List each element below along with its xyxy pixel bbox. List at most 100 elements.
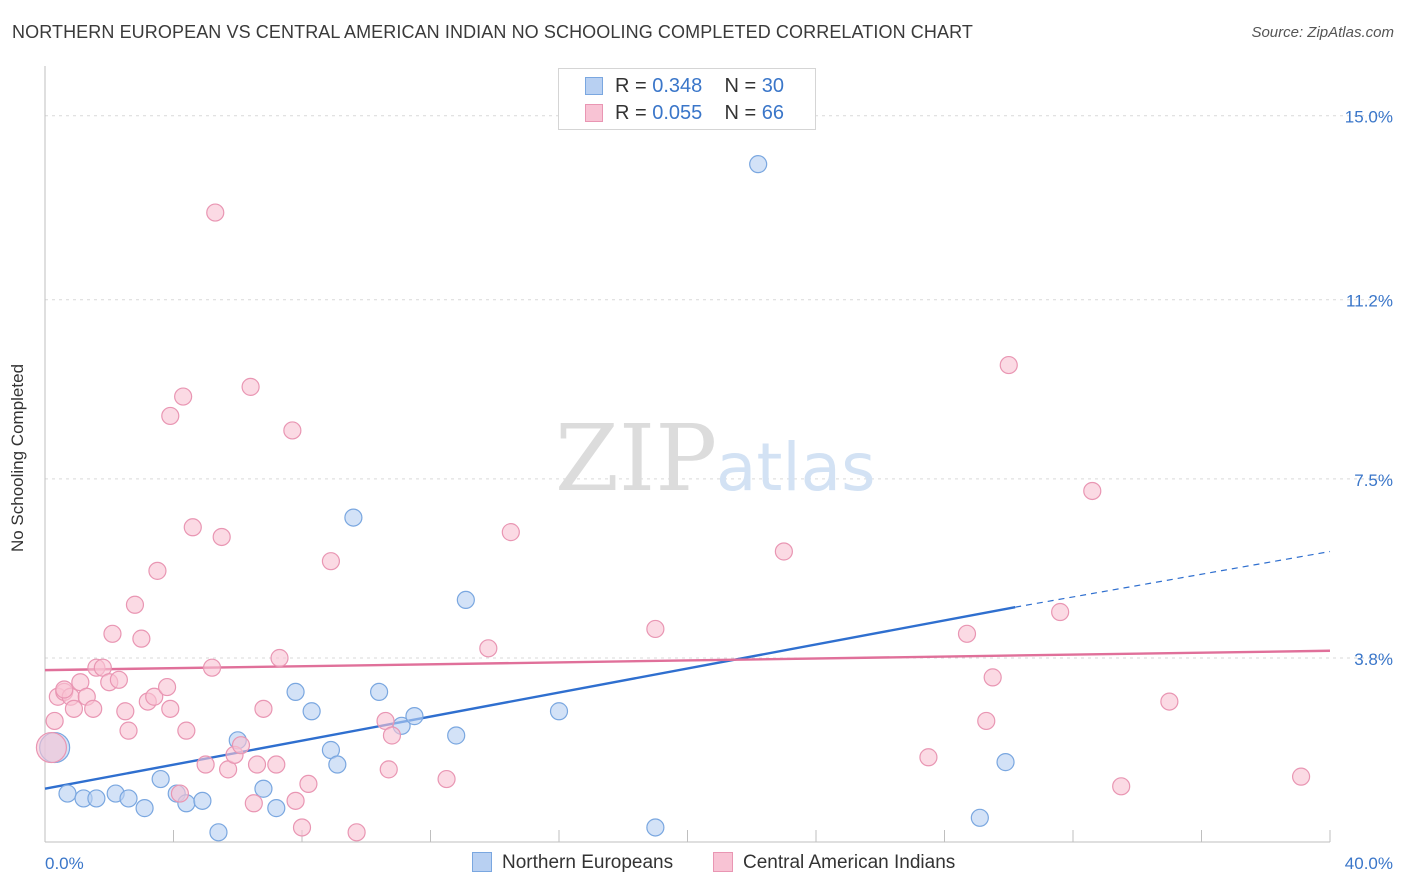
- data-point: [151, 769, 170, 789]
- data-point: [119, 789, 138, 808]
- data-point: [148, 561, 167, 580]
- data-point: [456, 590, 475, 610]
- data-point: [55, 680, 74, 699]
- data-point: [344, 508, 363, 527]
- blue-swatch: [472, 852, 492, 872]
- r-label: R =: [615, 75, 647, 97]
- data-point: [983, 668, 1002, 687]
- data-point: [132, 629, 151, 648]
- data-point: [977, 711, 996, 731]
- y-tick-label: 11.2%: [1346, 292, 1393, 311]
- trend-line-central-american-indians: [44, 649, 1331, 672]
- data-point: [328, 755, 347, 774]
- data-point: [996, 753, 1015, 772]
- axes: [44, 66, 1331, 843]
- data-point: [45, 711, 64, 731]
- r-value: 0.055: [652, 102, 703, 124]
- data-point: [177, 721, 196, 740]
- series-legend: Northern Europeans Central American Indi…: [0, 852, 1406, 878]
- data-point: [549, 702, 569, 721]
- watermark-zip: ZIP: [555, 405, 717, 512]
- data-point: [270, 648, 289, 668]
- n-label: N =: [724, 75, 757, 97]
- n-label: N =: [724, 102, 757, 124]
- data-point: [135, 799, 154, 818]
- data-point: [247, 755, 267, 774]
- n-value: 30: [761, 75, 785, 97]
- data-point: [174, 387, 193, 406]
- data-point: [999, 355, 1018, 375]
- data-point: [970, 808, 989, 827]
- x-tick-label: 0.0%: [45, 854, 84, 873]
- data-point: [1112, 777, 1131, 796]
- data-point: [161, 699, 180, 718]
- data-point: [202, 658, 222, 677]
- data-point: [299, 774, 318, 793]
- data-point: [302, 702, 321, 721]
- data-point: [292, 818, 312, 837]
- data-point: [379, 760, 398, 779]
- data-point: [244, 794, 263, 813]
- n-value: 66: [761, 102, 785, 124]
- data-point: [145, 687, 164, 706]
- stats-legend: R = 0.348 N = 30 R = 0.055 N = 66: [558, 68, 816, 130]
- data-point: [161, 406, 180, 426]
- series-central-american-indians: [35, 203, 1311, 842]
- data-point: [254, 779, 273, 798]
- data-point: [183, 518, 202, 537]
- legend-item-northern-europeans[interactable]: Northern Europeans: [472, 852, 673, 874]
- watermark: ZIP atlas: [555, 405, 876, 512]
- data-point: [58, 784, 77, 803]
- data-point: [157, 677, 177, 697]
- legend-label: Northern Europeans: [502, 852, 674, 873]
- data-point: [103, 624, 122, 643]
- data-point: [1051, 602, 1070, 622]
- data-point: [370, 682, 389, 702]
- data-point: [193, 791, 212, 810]
- data-point: [231, 736, 251, 755]
- data-point: [109, 670, 128, 689]
- data-point: [347, 823, 366, 842]
- data-point: [254, 699, 273, 718]
- data-point: [267, 799, 286, 818]
- data-point: [957, 624, 977, 643]
- r-label: R =: [615, 102, 647, 124]
- legend-item-central-american-indians[interactable]: Central American Indians: [713, 852, 955, 874]
- data-point: [283, 421, 302, 440]
- data-point: [87, 789, 106, 808]
- data-point: [447, 726, 466, 745]
- pink-swatch: [713, 852, 733, 872]
- data-point: [267, 755, 286, 774]
- data-point: [321, 552, 341, 571]
- pink-swatch: [585, 104, 603, 122]
- source-credit: Source: ZipAtlas.com: [1251, 24, 1394, 41]
- data-points: [35, 155, 1311, 842]
- data-point: [35, 731, 68, 764]
- data-point: [1160, 692, 1179, 711]
- data-point: [919, 748, 938, 767]
- data-point: [646, 818, 665, 837]
- data-point: [405, 707, 424, 726]
- stats-row-northern-europeans: R = 0.348 N = 30: [585, 75, 784, 99]
- y-tick-label: 15.0%: [1345, 108, 1393, 127]
- y-axis-label: No Schooling Completed: [8, 363, 27, 553]
- data-point: [196, 755, 215, 774]
- data-point: [119, 721, 138, 740]
- tick-labels: 3.8% 7.5% 11.2% 15.0% 0.0% 40.0%: [45, 108, 1393, 873]
- data-point: [1291, 767, 1311, 786]
- data-point: [479, 639, 498, 658]
- data-point: [382, 726, 402, 745]
- data-point: [437, 769, 456, 789]
- data-point: [501, 523, 520, 542]
- y-tick-label: 3.8%: [1354, 650, 1393, 669]
- data-point: [286, 791, 305, 810]
- chart-title: NORTHERN EUROPEAN VS CENTRAL AMERICAN IN…: [12, 22, 973, 42]
- stats-row-central-american-indians: R = 0.055 N = 66: [585, 102, 784, 126]
- data-point: [206, 203, 225, 222]
- data-point: [84, 699, 103, 718]
- data-point: [749, 155, 768, 174]
- data-point: [286, 682, 305, 702]
- legend-label: Central American Indians: [743, 852, 956, 873]
- data-point: [116, 702, 135, 721]
